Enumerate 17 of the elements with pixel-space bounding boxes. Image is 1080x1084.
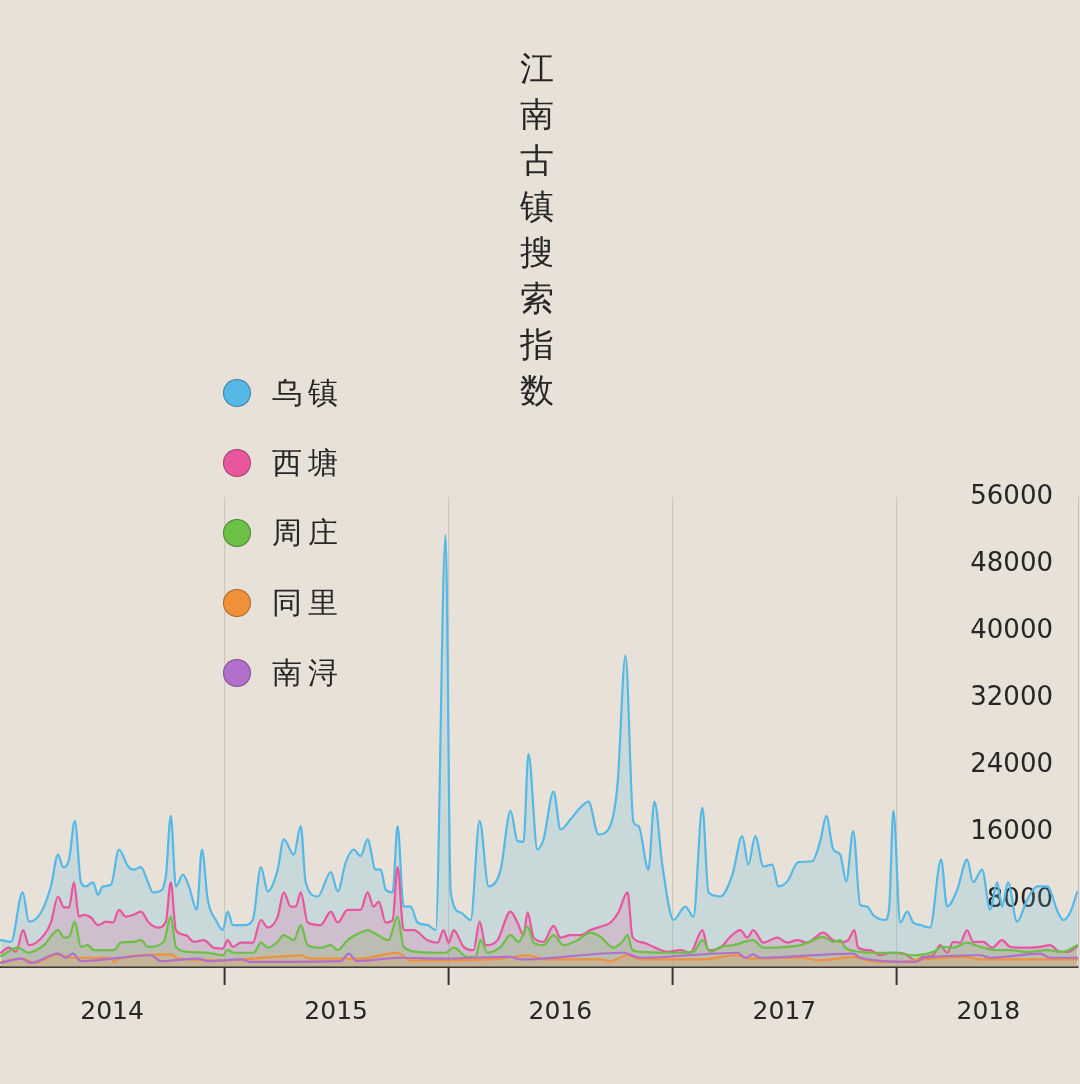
legend-label: 乌镇 [272, 375, 344, 410]
y-tick-label: 24000 [970, 748, 1053, 779]
x-tick-label: 2014 [80, 995, 144, 1025]
chart-title: 江南古镇搜索指数 [520, 47, 554, 412]
y-tick-label: 48000 [970, 546, 1053, 577]
x-tick-label: 2018 [956, 995, 1021, 1025]
x-tick-label: 2015 [304, 995, 368, 1025]
legend-label: 周庄 [272, 515, 344, 550]
y-tick-label: 56000 [970, 479, 1053, 510]
legend-label: 西塘 [272, 445, 344, 480]
x-tick-label: 2016 [528, 995, 593, 1025]
y-tick-label: 16000 [970, 815, 1053, 846]
x-tick-label: 2017 [752, 995, 817, 1025]
y-tick-label: 32000 [970, 681, 1053, 712]
legend-label: 同里 [272, 585, 344, 620]
legend-label: 南浔 [272, 655, 344, 690]
y-tick-label: 40000 [970, 614, 1053, 645]
